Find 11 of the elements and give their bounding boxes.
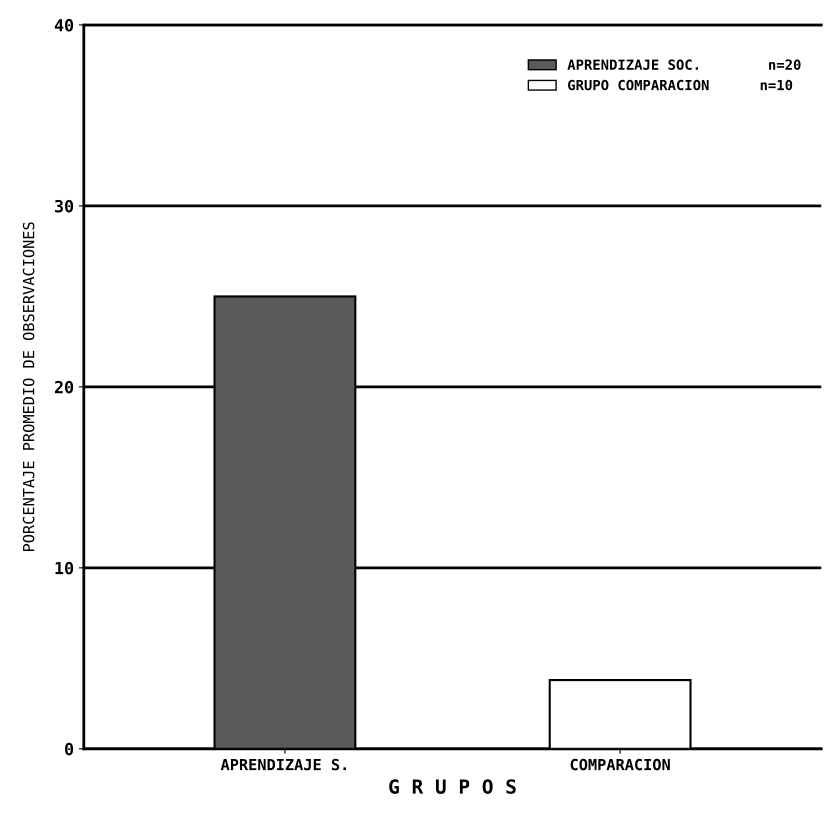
legend-label: GRUPO COMPARACION n=10 — [568, 80, 792, 90]
y-tick-label: 30 — [55, 200, 74, 212]
y-tick-label: 0 — [65, 742, 74, 756]
x-axis-title: G R U P O S — [389, 779, 516, 794]
y-tick-label: 20 — [54, 380, 74, 394]
x-tick-label: APRENDIZAJE S. — [220, 758, 346, 770]
legend-label: APRENDIZAJE SOC. n=20 — [567, 59, 801, 70]
y-tick-label: 10 — [56, 562, 74, 574]
y-axis-title: PORCENTAJE PROMEDIO DE OBSERVACIONES — [22, 222, 34, 551]
y-tick-label: 40 — [54, 18, 74, 32]
x-tick-label: COMPARACION — [570, 758, 670, 770]
